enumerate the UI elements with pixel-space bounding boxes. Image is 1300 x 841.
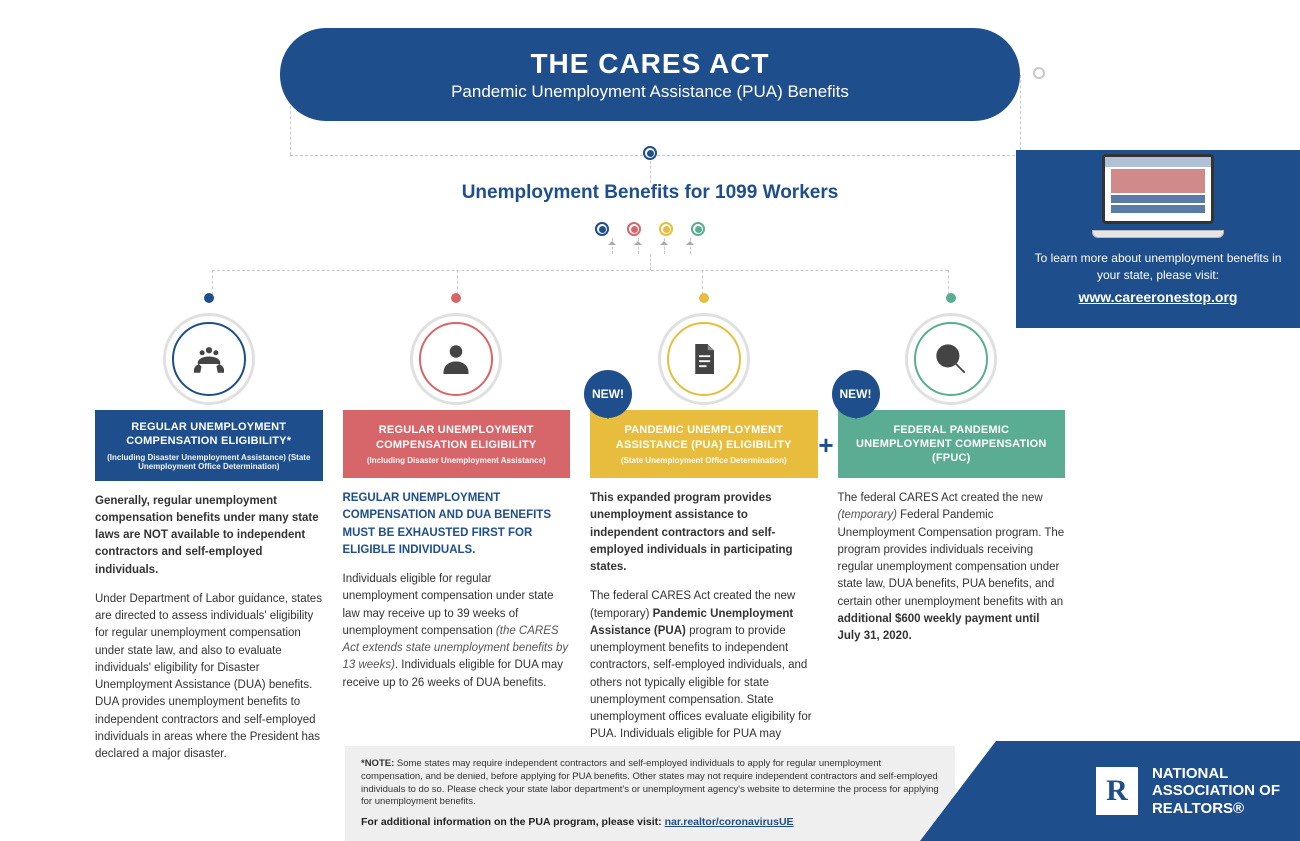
info-url[interactable]: www.careeronestop.org	[1032, 288, 1284, 308]
column-paragraph: Generally, regular unemployment compensa…	[95, 493, 323, 579]
column-header: REGULAR UNEMPLOYMENT COMPENSATION ELIGIB…	[343, 410, 571, 478]
column-paragraph: Individuals eligible for regular unemplo…	[343, 571, 571, 692]
info-lead: To learn more about unemployment benefit…	[1032, 250, 1284, 284]
column-0: REGULAR UNEMPLOYMENT COMPENSATION ELIGIB…	[95, 300, 323, 790]
category-dot	[659, 222, 673, 236]
anchor-right	[1033, 67, 1045, 79]
dot-arrow-1	[608, 237, 616, 245]
dot-arrow-3	[660, 237, 668, 245]
branch-up-mid	[650, 254, 651, 270]
column-header: FEDERAL PANDEMIC UNEMPLOYMENT COMPENSATI…	[838, 410, 1066, 478]
laptop-icon	[1093, 154, 1223, 238]
note-link[interactable]: nar.realtor/coronavirusUE	[665, 816, 794, 828]
note-link-line: For additional information on the PUA pr…	[361, 815, 939, 829]
column-dot	[204, 293, 214, 303]
category-dot	[595, 222, 609, 236]
column-subtitle: (Including Disaster Unemployment Assista…	[103, 453, 315, 471]
connector-top-left-h	[290, 155, 643, 156]
info-box: To learn more about unemployment benefit…	[1016, 150, 1300, 328]
new-badge: NEW!	[832, 370, 880, 418]
column-body: Generally, regular unemployment compensa…	[95, 493, 323, 764]
columns-container: REGULAR UNEMPLOYMENT COMPENSATION ELIGIB…	[95, 300, 1065, 790]
note-box: *NOTE: Some states may require independe…	[345, 746, 955, 841]
column-title: PANDEMIC UNEMPLOYMENT ASSISTANCE (PUA) E…	[598, 423, 810, 452]
column-header: PANDEMIC UNEMPLOYMENT ASSISTANCE (PUA) E…	[590, 410, 818, 478]
column-paragraph: The federal CARES Act created the new (t…	[838, 490, 1066, 645]
note-text: *NOTE: Some states may require independe…	[361, 758, 939, 809]
person-icon	[417, 320, 495, 398]
column-body: This expanded program provides unemploym…	[590, 490, 818, 778]
column-body: REGULAR UNEMPLOYMENT COMPENSATION AND DU…	[343, 490, 571, 692]
dot-arrow-4	[686, 237, 694, 245]
realtor-logo-icon	[1096, 767, 1138, 815]
document-icon	[665, 320, 743, 398]
footer-org: NATIONALASSOCIATION OFREALTORS®	[1152, 765, 1280, 817]
column-subtitle: (State Unemployment Office Determination…	[598, 456, 810, 465]
column-subtitle: (Including Disaster Unemployment Assista…	[351, 456, 563, 465]
connector-top-right-h	[657, 155, 1020, 156]
column-header: REGULAR UNEMPLOYMENT COMPENSATION ELIGIB…	[95, 410, 323, 481]
column-title: FEDERAL PANDEMIC UNEMPLOYMENT COMPENSATI…	[846, 423, 1058, 466]
column-body: The federal CARES Act created the new (t…	[838, 490, 1066, 645]
category-dot	[627, 222, 641, 236]
dot-arrow-2	[634, 237, 642, 245]
new-badge: NEW!	[584, 370, 632, 418]
category-dot	[691, 222, 705, 236]
column-2: NEW!PANDEMIC UNEMPLOYMENT ASSISTANCE (PU…	[590, 300, 818, 790]
plus-icon: +	[818, 430, 833, 461]
connector-hub-down	[650, 161, 651, 183]
column-dot	[946, 293, 956, 303]
connector-top-right	[1020, 75, 1021, 155]
column-paragraph: This expanded program provides unemploym…	[590, 490, 818, 576]
column-1: REGULAR UNEMPLOYMENT COMPENSATION ELIGIB…	[343, 300, 571, 790]
column-title: REGULAR UNEMPLOYMENT COMPENSATION ELIGIB…	[103, 420, 315, 449]
column-dot	[699, 293, 709, 303]
title: THE CARES ACT	[280, 48, 1020, 80]
subtitle: Pandemic Unemployment Assistance (PUA) B…	[280, 82, 1020, 102]
column-3: $NEW!FEDERAL PANDEMIC UNEMPLOYMENT COMPE…	[838, 300, 1066, 790]
dollar-magnify-icon: $	[912, 320, 990, 398]
column-title: REGULAR UNEMPLOYMENT COMPENSATION ELIGIB…	[351, 423, 563, 452]
column-lead: REGULAR UNEMPLOYMENT COMPENSATION AND DU…	[343, 490, 571, 559]
header-pill: THE CARES ACT Pandemic Unemployment Assi…	[280, 28, 1020, 121]
connector-hub	[643, 146, 657, 160]
column-dot	[451, 293, 461, 303]
branch-horizontal	[212, 270, 948, 271]
column-paragraph: Under Department of Labor guidance, stat…	[95, 591, 323, 764]
note-link-lead: For additional information on the PUA pr…	[361, 816, 662, 828]
hands-people-icon	[170, 320, 248, 398]
